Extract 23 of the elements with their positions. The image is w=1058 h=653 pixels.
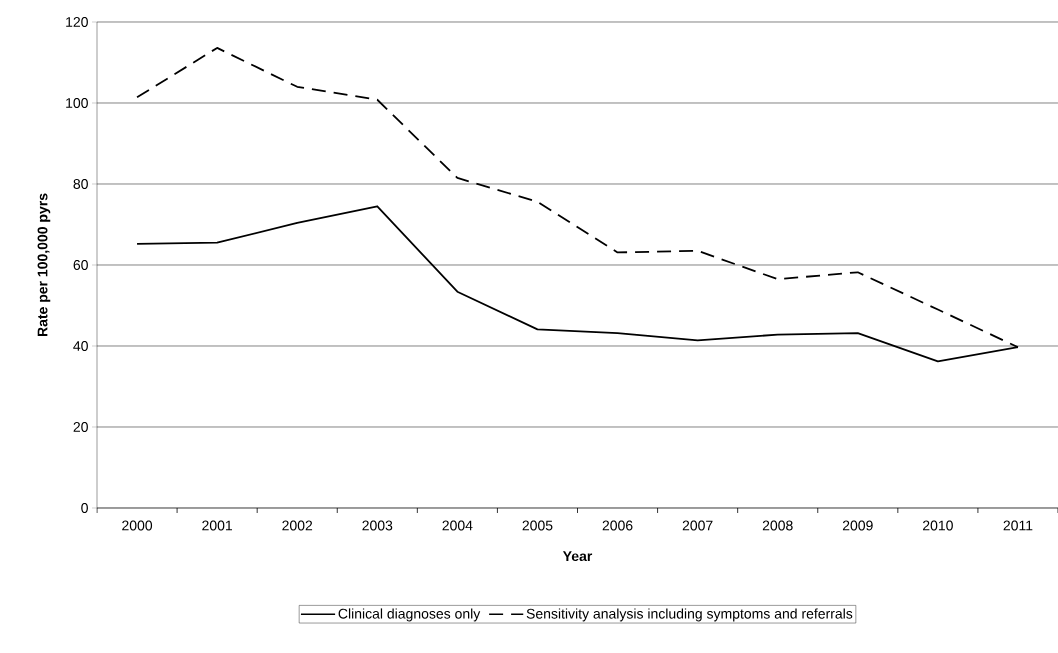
- x-tick-label: 2001: [202, 520, 233, 531]
- x-axis-title: Year: [562, 551, 593, 562]
- x-tick-label: 2004: [442, 520, 473, 531]
- y-tick-label: 40: [73, 341, 88, 351]
- y-axis-title: Rate per 100,000 pyrs: [37, 193, 51, 337]
- y-tick-label: 60: [73, 260, 88, 270]
- x-tick-label: 2003: [362, 520, 393, 531]
- y-tick-label: 100: [66, 98, 88, 108]
- x-tick-label: 2000: [122, 520, 153, 531]
- x-tick-label: 2010: [923, 520, 953, 531]
- y-tick-label: 0: [81, 503, 88, 513]
- x-tick-label: 2006: [602, 520, 633, 531]
- x-tick-label: 2011: [1003, 520, 1033, 531]
- y-tick-label: 80: [73, 179, 88, 189]
- x-tick-label: 2005: [522, 520, 553, 531]
- y-tick-label: 120: [66, 17, 88, 27]
- x-tick-label: 2002: [282, 520, 313, 531]
- x-tick-label: 2008: [762, 520, 793, 531]
- x-tick-label: 2009: [842, 520, 873, 531]
- legend-label: Sensitivity analysis including symptoms and referrals: [526, 608, 853, 622]
- y-tick-label: 20: [73, 422, 88, 432]
- legend-label: Clinical diagnoses only: [338, 608, 481, 622]
- x-tick-label: 2007: [682, 520, 713, 531]
